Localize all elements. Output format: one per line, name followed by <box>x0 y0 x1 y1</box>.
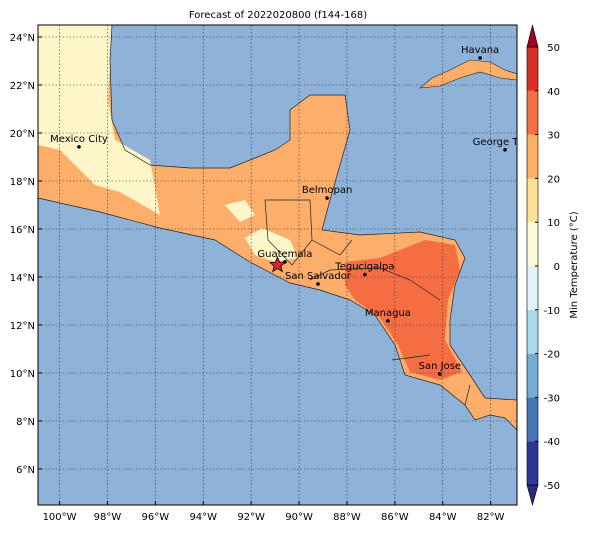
y-tick-label: 22°N <box>10 81 35 92</box>
colorbar-band <box>527 441 538 485</box>
colorbar-tick-label: 30 <box>547 131 560 142</box>
title: Forecast of 2022020800 (f144-168) <box>189 10 367 21</box>
city-dot <box>503 148 507 152</box>
warm-zone <box>345 240 462 380</box>
x-tick-label: 100°W <box>43 512 77 523</box>
colorbar-tick-label: 10 <box>547 218 560 229</box>
map-area: Havana Mexico City George Town Belmopan Guat… <box>38 25 538 505</box>
colorbar-band <box>527 47 538 91</box>
city-label: Guatemala <box>257 249 312 260</box>
city-label: Belmopan <box>302 185 352 196</box>
colorbar-band <box>527 309 538 354</box>
colorbar-tick-label: -10 <box>544 306 560 317</box>
city-label: George Town <box>473 137 538 148</box>
colorbar-band <box>527 134 538 179</box>
city-dot <box>325 196 329 200</box>
highland <box>38 25 298 262</box>
city-label: Tegucigalpa <box>334 262 394 273</box>
colorbar-tick-label: 50 <box>547 43 560 54</box>
map-frame <box>37 24 518 506</box>
y-tick-label: 12°N <box>10 321 35 332</box>
x-tick-label: 90°W <box>285 512 313 523</box>
x-tick-label: 92°W <box>237 512 265 523</box>
city-dot <box>438 372 442 376</box>
city-dot <box>386 319 390 323</box>
colorbar-tick-label: 40 <box>547 87 560 98</box>
x-tick-label: 84°W <box>429 512 457 523</box>
x-tick-label: 94°W <box>189 512 217 523</box>
cuba <box>419 59 517 89</box>
city-label: Havana <box>461 45 499 56</box>
city-label: San Jose <box>419 361 461 372</box>
y-tick-label: 10°N <box>10 369 35 380</box>
y-tick-label: 16°N <box>10 225 35 236</box>
colorbar-tick-label: -40 <box>544 437 560 448</box>
event-star <box>268 255 287 273</box>
colorbar-tick-label: -50 <box>544 481 560 492</box>
colorbar-under <box>526 484 539 507</box>
colorbar-band <box>527 266 538 310</box>
colorbar-tick-label: -20 <box>544 350 560 361</box>
city-label: San Salvador <box>285 271 352 282</box>
colorbar-band <box>527 178 538 223</box>
y-tick-label: 18°N <box>10 177 35 188</box>
colorbar-tick-label: -30 <box>544 393 560 404</box>
x-tick-label: 98°W <box>94 512 122 523</box>
x-tick-label: 96°W <box>142 512 170 523</box>
colorbar-band <box>527 397 538 442</box>
y-tick-label: 14°N <box>10 273 35 284</box>
colorbar-label: Min Temperature (°C) <box>569 211 580 318</box>
colorbar-band <box>527 90 538 135</box>
colorbar-tick-label: 0 <box>554 262 560 273</box>
city-dot <box>77 145 81 149</box>
colorbar-tick-label: 20 <box>547 174 560 185</box>
city-dot <box>478 56 482 60</box>
y-tick-label: 6°N <box>16 465 35 476</box>
y-tick-label: 20°N <box>10 129 35 140</box>
colorbar-band <box>527 353 538 398</box>
y-tick-label: 8°N <box>16 417 35 428</box>
city-dot <box>363 272 367 277</box>
city-dot <box>316 282 320 286</box>
x-tick-label: 88°W <box>333 512 361 523</box>
colorbar-band <box>527 222 538 266</box>
colorbar-over <box>526 24 539 48</box>
x-tick-label: 86°W <box>381 512 409 523</box>
y-tick-label: 24°N <box>10 33 35 44</box>
city-label: Managua <box>365 308 411 319</box>
x-tick-label: 82°W <box>477 512 505 523</box>
city-label: Mexico City <box>50 134 108 145</box>
